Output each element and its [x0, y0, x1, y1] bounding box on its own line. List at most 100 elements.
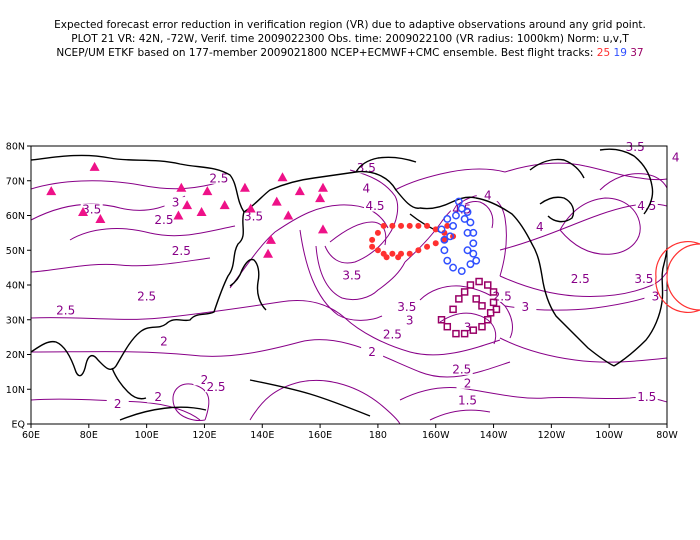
header-line-1: Expected forecast error reduction in ver…	[54, 19, 646, 31]
header-line-3-prefix: NCEP/UM ETKF based on 177-member 2009021…	[56, 47, 594, 59]
contour-label: 2.5	[154, 213, 173, 227]
track-19-point	[457, 204, 466, 213]
lon-tick-label: 100E	[135, 430, 159, 441]
track-37-point	[460, 288, 469, 296]
contour-labels: 3.52.53.5 32.52.52.52.5222.5223.544.53.53…	[54, 140, 687, 411]
track-37-point	[469, 326, 478, 334]
lat-tick-label: 10N	[6, 385, 25, 396]
observation-triangle	[202, 186, 213, 196]
lat-tick-label: 60N	[6, 211, 25, 222]
flight-track-37	[437, 277, 501, 338]
contour-label: 2	[154, 390, 162, 404]
contour-label: 2.5	[206, 380, 225, 394]
contour-label-bg	[456, 377, 479, 389]
contour-label-bg	[456, 395, 479, 407]
lat-tick-label: 80N	[6, 142, 25, 153]
track-19-point	[472, 256, 481, 265]
track-25-point	[406, 222, 413, 229]
lon-tick-label: 120E	[192, 430, 216, 441]
observation-triangle	[182, 200, 193, 210]
contour-label-bg	[147, 391, 170, 403]
contour-label: 4	[536, 220, 544, 234]
contour-label-bg	[644, 290, 667, 302]
observation-triangle	[89, 161, 100, 171]
track-37-point	[449, 305, 457, 314]
contour-label-bg	[476, 190, 499, 202]
track-25-point	[369, 243, 376, 250]
lon-tick-label: 80W	[656, 430, 678, 441]
contour-label: 2	[201, 373, 209, 387]
track-19-point	[469, 249, 478, 258]
track-25-point	[432, 240, 439, 247]
track-19-point	[463, 208, 472, 216]
observation-triangle	[294, 186, 305, 196]
track-25-point	[369, 236, 376, 243]
contour-label-bg	[514, 301, 537, 313]
contour-label: 3.5	[626, 140, 645, 154]
verification-region-circle	[666, 243, 700, 311]
contour-label: 4	[484, 189, 492, 203]
track-19-label: 19	[613, 47, 627, 59]
contour-label: 4	[363, 182, 371, 196]
track-19-point	[463, 228, 472, 237]
track-37-point	[472, 295, 480, 303]
track-37-point	[484, 316, 492, 324]
observation-triangles	[46, 161, 328, 258]
contour-label: 3	[172, 196, 180, 210]
observation-triangle	[265, 234, 276, 244]
track-19-point	[449, 263, 458, 272]
track-19-point	[454, 197, 463, 206]
track-37-point	[455, 295, 463, 303]
flight-track-25	[369, 222, 457, 261]
contour-label-bg	[355, 183, 378, 195]
lon-tick-label: 140E	[250, 430, 274, 441]
track-25-point	[415, 247, 422, 254]
track-19-point	[469, 239, 478, 248]
observation-triangle	[239, 182, 250, 192]
contour-label: 2.5	[493, 289, 512, 303]
contour-label-bg	[624, 141, 647, 153]
observation-triangle	[245, 203, 256, 213]
contour-label: 4	[672, 150, 680, 164]
track-19-point	[446, 232, 455, 241]
contour-label-bg	[450, 204, 473, 216]
track-19-point	[443, 215, 452, 223]
observation-triangle	[95, 213, 106, 223]
flight-track-19	[437, 197, 481, 276]
track-19-point	[443, 256, 452, 265]
contour-label: 3	[522, 300, 530, 314]
track-37-point	[478, 302, 486, 310]
contour-label: 2.5	[56, 303, 75, 317]
track-19-point	[466, 260, 475, 269]
contour-label-bg	[635, 391, 658, 403]
observation-triangle	[46, 186, 57, 196]
contour-label-bg	[106, 398, 129, 410]
coastlines	[31, 148, 667, 421]
track-25-point	[389, 222, 396, 229]
contour-label: 2.5	[383, 328, 402, 342]
contour-label: 2.5	[571, 272, 590, 286]
contour-label: 2.5	[209, 171, 228, 185]
lat-tick-label: 70N	[6, 176, 25, 187]
track-37-point	[492, 305, 501, 314]
observation-triangle	[176, 182, 187, 192]
header-line-2: PLOT 21 VR: 42N, -72W, Verif. time 20090…	[71, 33, 629, 45]
lon-tick-label: 180	[369, 430, 387, 441]
contour-label-bg	[205, 381, 228, 393]
observation-triangle	[271, 196, 282, 206]
contour-label-bg	[361, 346, 384, 358]
contour-label-bg	[450, 363, 473, 375]
lat-tick-label: 20N	[6, 350, 25, 361]
track-25-point	[406, 250, 413, 257]
contour-label: 4.5	[637, 199, 656, 213]
lat-tick-label: 30N	[6, 315, 25, 326]
contour-label-bg	[569, 273, 592, 285]
contour-label-bg	[207, 172, 230, 184]
contour-label: 4.5	[365, 199, 384, 213]
lat-tick-label: EQ	[12, 420, 25, 431]
observation-triangle	[277, 172, 288, 182]
lat-tick-label: 40N	[6, 281, 25, 292]
track-25-point	[441, 236, 448, 243]
contour-label-bg	[152, 336, 175, 348]
